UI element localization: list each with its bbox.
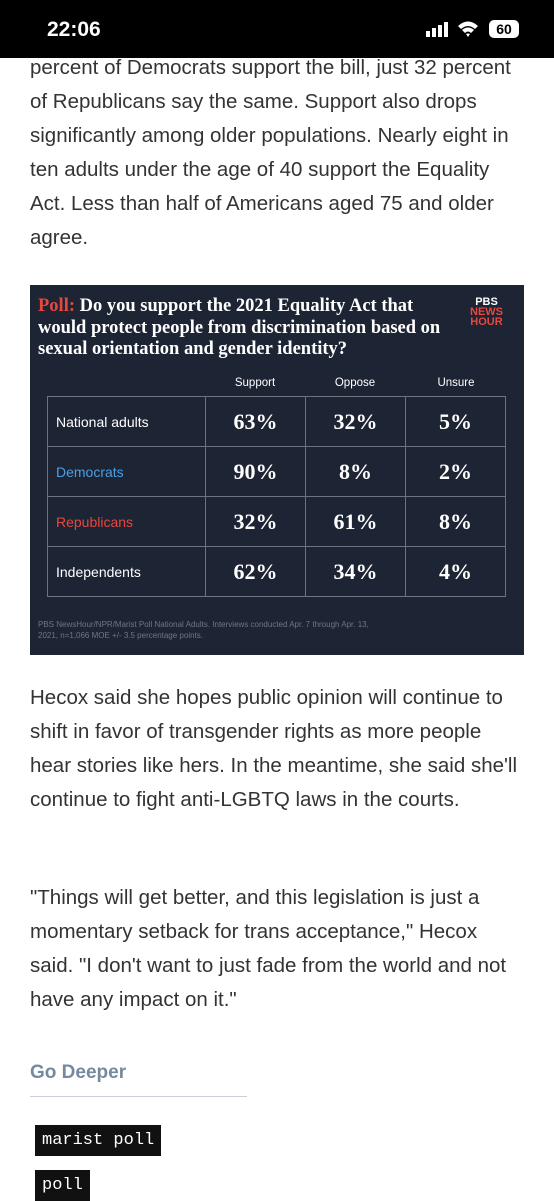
paragraph: "Things will get better, and this legisl… xyxy=(30,886,507,1011)
poll-graphic: Poll: Do you support the 2021 Equality A… xyxy=(30,285,524,655)
poll-question: Do you support the 2021 Equality Act tha… xyxy=(38,296,441,359)
logo-line: NEWS xyxy=(470,306,503,318)
table-row: Republicans 32% 61% 8% xyxy=(47,496,506,547)
column-header: Unsure xyxy=(437,377,475,389)
column-header: Support xyxy=(234,377,276,389)
row-label: Democrats xyxy=(47,446,206,497)
logo-line: PBS xyxy=(475,296,498,308)
cell-value: 63% xyxy=(205,396,306,447)
cell-value: 61% xyxy=(305,496,406,547)
cell-value: 8% xyxy=(405,496,506,547)
tag[interactable]: poll xyxy=(35,1170,90,1201)
logo-line: HOUR xyxy=(470,316,503,328)
footnote: PBS NewsHour/NPR/Marist Poll National Ad… xyxy=(38,620,369,640)
poll-title: Poll: Do you support the 2021 Equality A… xyxy=(38,296,458,361)
battery: 60 xyxy=(489,20,519,38)
cell-value: 90% xyxy=(205,446,306,497)
table-row: National adults 63% 32% 5% xyxy=(47,396,506,447)
row-label: Independents xyxy=(47,546,206,597)
table-row: Democrats 90% 8% 2% xyxy=(47,446,506,497)
status-bar: 22:06 60 xyxy=(0,0,554,58)
clock: 22:06 xyxy=(47,18,101,41)
cell-value: 2% xyxy=(405,446,506,497)
poll-label: Poll: xyxy=(38,296,75,316)
cell-value: 32% xyxy=(205,496,306,547)
status-icons xyxy=(426,21,478,37)
row-label: Republicans xyxy=(47,496,206,547)
section-title: Go Deeper xyxy=(30,1062,247,1097)
row-label: National adults xyxy=(47,396,206,447)
cell-value: 62% xyxy=(205,546,306,597)
table-row: Independents 62% 34% 4% xyxy=(47,546,506,597)
paragraph: Hecox said she hopes public opinion will… xyxy=(30,686,518,811)
poll-table: National adults 63% 32% 5% Democrats 90% 8% 2% R… xyxy=(47,396,506,597)
cell-value: 34% xyxy=(305,546,406,597)
cell-value: 5% xyxy=(405,396,506,447)
cell-value: 4% xyxy=(405,546,506,597)
tag[interactable]: marist poll xyxy=(35,1125,162,1156)
paragraph: percent of Democrats support the bill, j… xyxy=(30,56,511,249)
column-header: Oppose xyxy=(334,377,376,389)
cell-value: 32% xyxy=(305,396,406,447)
cell-value: 8% xyxy=(305,446,406,497)
logo: PBS NEWS HOUR xyxy=(470,296,503,328)
